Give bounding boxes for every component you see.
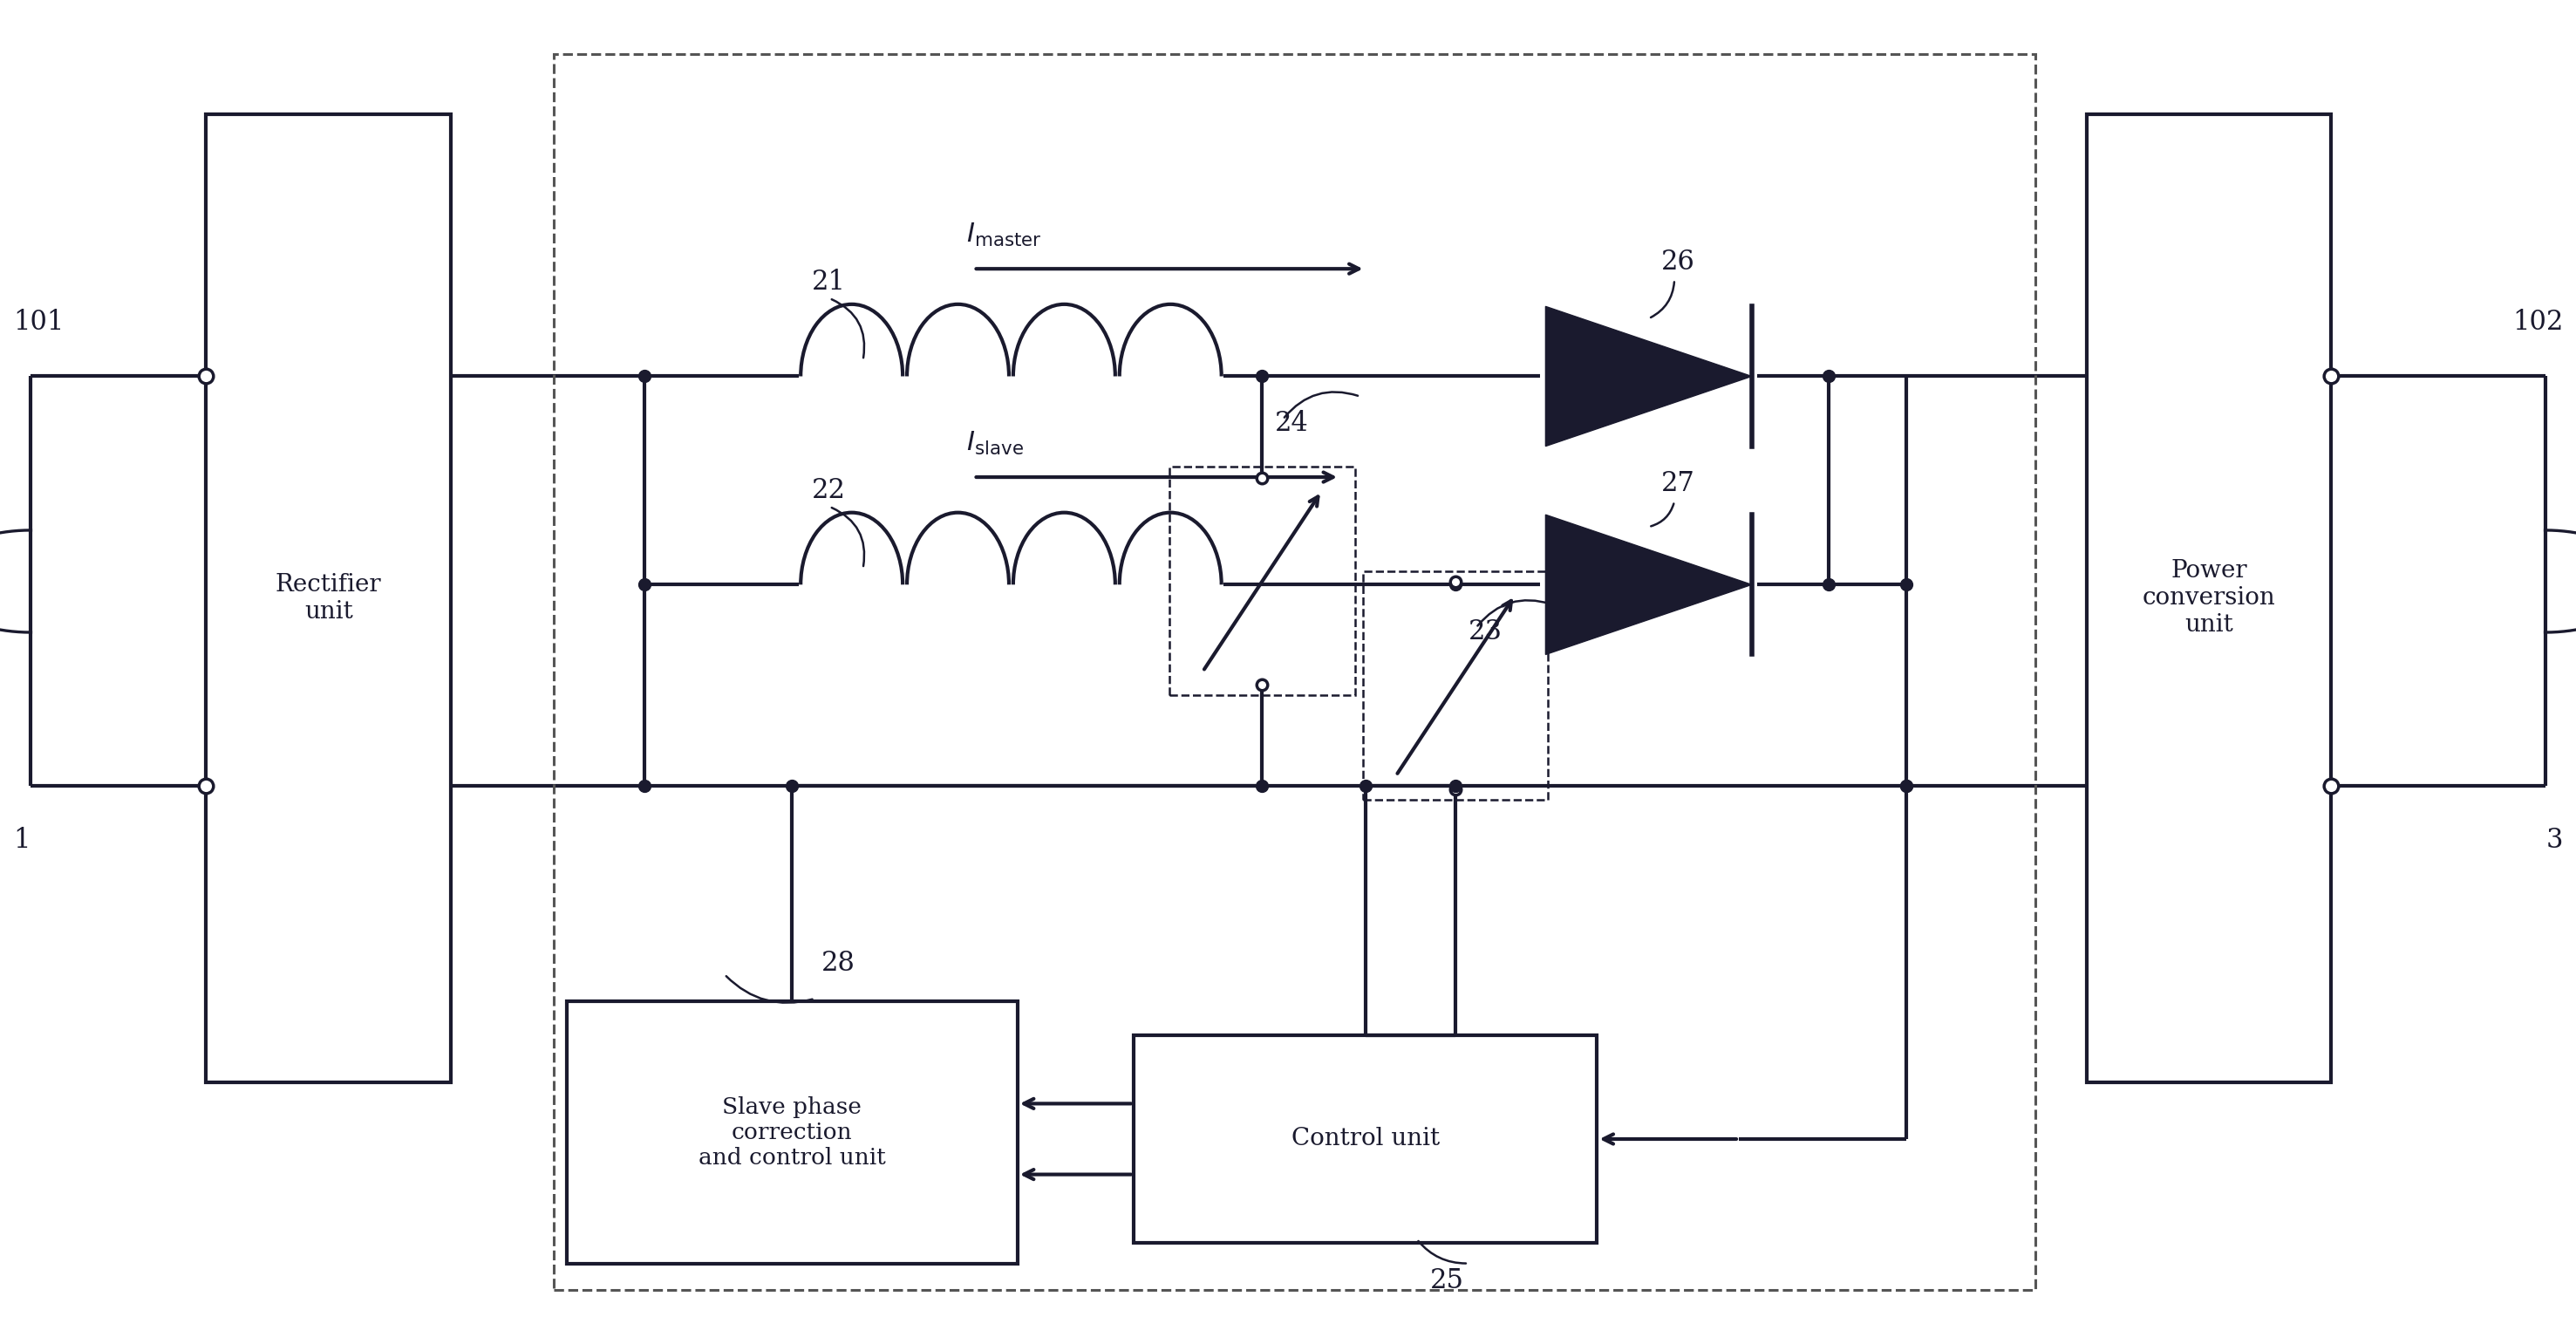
Text: 102: 102 [2512, 309, 2563, 336]
Polygon shape [1546, 306, 1752, 446]
Text: 27: 27 [1662, 470, 1695, 497]
Bar [567, 1001, 1018, 1263]
Bar [554, 54, 2035, 1290]
Bar [2087, 114, 2331, 1082]
Text: $\it{I}$$_{\rm master}$: $\it{I}$$_{\rm master}$ [966, 222, 1041, 249]
Text: 24: 24 [1275, 410, 1309, 437]
Text: Rectifier
unit: Rectifier unit [276, 573, 381, 624]
Text: Control unit: Control unit [1291, 1128, 1440, 1150]
Text: Slave phase
correction
and control unit: Slave phase correction and control unit [698, 1097, 886, 1168]
Bar [1133, 1035, 1597, 1243]
Text: 101: 101 [13, 309, 64, 336]
Polygon shape [1546, 515, 1752, 655]
Text: 26: 26 [1662, 249, 1695, 276]
Bar [1363, 571, 1548, 800]
Text: 1: 1 [13, 827, 31, 853]
Text: 22: 22 [811, 477, 845, 504]
Text: 21: 21 [811, 269, 845, 296]
Text: 3: 3 [2545, 827, 2563, 853]
Text: 23: 23 [1468, 618, 1502, 645]
Text: Power
conversion
unit: Power conversion unit [2143, 559, 2275, 637]
Text: 28: 28 [822, 950, 855, 977]
Text: $\it{I}$$_{\rm slave}$: $\it{I}$$_{\rm slave}$ [966, 430, 1023, 457]
Bar [206, 114, 451, 1082]
Text: 25: 25 [1430, 1267, 1463, 1294]
Bar [1170, 468, 1355, 696]
